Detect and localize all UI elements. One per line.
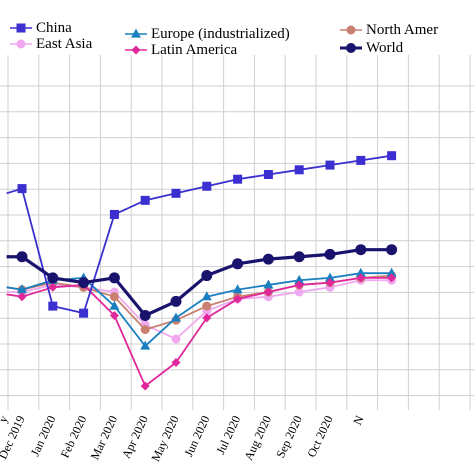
data-point-world — [16, 251, 28, 263]
data-point-world — [47, 272, 59, 284]
series-line-china — [6, 154, 392, 315]
legend-item-east-asia: East Asia — [10, 36, 93, 52]
x-tick-label: Jun 2020 — [181, 413, 212, 458]
data-point-europe-industrialized — [17, 284, 27, 294]
legend-item-north-america: North Amer — [340, 22, 438, 38]
legend-label: Latin America — [151, 42, 238, 58]
data-point-east-asia — [171, 334, 181, 344]
data-point-china — [294, 165, 304, 175]
legend-item-china: China — [10, 20, 72, 36]
data-point-europe-industrialized — [171, 312, 181, 322]
data-point-europe-industrialized — [201, 291, 212, 301]
series-latin-america — [6, 273, 397, 391]
x-tick-label: Mar 2020 — [88, 413, 121, 462]
legend-label: East Asia — [36, 36, 93, 52]
data-point-north-america — [109, 292, 119, 302]
data-point-china — [387, 151, 397, 161]
data-point-europe-industrialized — [263, 279, 274, 289]
legend-marker — [131, 28, 141, 38]
legend-label: Europe (industrialized) — [151, 26, 290, 42]
data-point-europe-industrialized — [294, 274, 305, 284]
data-point-world — [78, 277, 90, 289]
data-point-china — [140, 195, 150, 205]
data-point-china — [263, 170, 273, 179]
data-point-world — [232, 258, 244, 270]
data-point-world — [139, 310, 151, 321]
data-point-china — [356, 155, 366, 165]
data-point-china — [48, 301, 58, 311]
data-point-china — [79, 308, 89, 318]
data-point-europe-industrialized — [355, 267, 366, 277]
legend-marker — [16, 23, 26, 33]
series-world — [6, 244, 398, 321]
data-point-world — [293, 251, 305, 263]
legend-marker — [346, 43, 356, 53]
legend-marker — [131, 45, 141, 55]
data-point-china — [325, 160, 335, 170]
data-point-latin-america — [140, 381, 150, 391]
legend-marker — [346, 25, 356, 35]
x-tick-label: Oct 2020 — [304, 413, 335, 459]
legend-item-europe-industrialized: Europe (industrialized) — [125, 26, 290, 42]
series-line-latin-america — [6, 276, 392, 387]
legend-label: China — [36, 20, 72, 36]
data-point-europe-industrialized — [140, 340, 151, 350]
legend-item-world: World — [340, 40, 404, 56]
data-point-latin-america — [48, 282, 58, 292]
data-point-latin-america — [294, 280, 304, 290]
data-point-europe-industrialized — [386, 267, 397, 277]
data-point-europe-industrialized — [325, 272, 335, 282]
series-china — [6, 151, 397, 318]
series-layer — [6, 151, 398, 391]
x-tick-label: Sep 2020 — [273, 413, 305, 460]
x-tick-label: Aug 2020 — [241, 413, 274, 462]
x-tick-label: May 2020 — [148, 413, 181, 463]
data-point-china — [17, 184, 27, 194]
data-point-latin-america — [17, 292, 27, 302]
legend-item-latin-america: Latin America — [125, 42, 238, 58]
data-point-world — [386, 244, 398, 256]
x-tick-label: Jan 2020 — [28, 413, 59, 458]
data-point-world — [201, 270, 213, 282]
grid — [0, 55, 474, 410]
x-tick-label: Apr 2020 — [119, 413, 151, 460]
x-tick-label: Feb 2020 — [58, 413, 90, 460]
data-point-world — [108, 272, 120, 284]
x-tick-label: N — [350, 413, 366, 427]
data-point-china — [202, 181, 212, 191]
data-point-china — [171, 188, 181, 198]
data-point-east-asia — [294, 287, 304, 297]
data-point-latin-america — [109, 311, 119, 320]
data-point-world — [324, 248, 336, 260]
data-point-world — [262, 253, 274, 265]
data-point-china — [109, 209, 119, 219]
legend-label: World — [366, 40, 404, 56]
data-point-north-america — [140, 325, 150, 335]
data-point-world — [170, 295, 182, 307]
x-tick-label: y — [0, 413, 11, 424]
data-point-latin-america — [233, 294, 243, 304]
legend-label: North Amer — [366, 22, 438, 38]
data-point-latin-america — [171, 358, 181, 367]
data-point-latin-america — [387, 273, 397, 283]
data-point-latin-america — [356, 273, 366, 283]
data-point-north-america — [202, 301, 212, 311]
series-line-east-asia — [6, 279, 392, 340]
x-tick-label: Jul 2020 — [213, 413, 243, 456]
legend-marker — [16, 39, 26, 49]
data-point-europe-industrialized — [109, 300, 120, 310]
data-point-latin-america — [325, 278, 335, 288]
data-point-europe-industrialized — [232, 284, 243, 294]
data-point-china — [233, 174, 243, 184]
data-point-world — [355, 244, 367, 256]
data-point-latin-america — [202, 313, 212, 323]
data-point-latin-america — [263, 287, 273, 297]
